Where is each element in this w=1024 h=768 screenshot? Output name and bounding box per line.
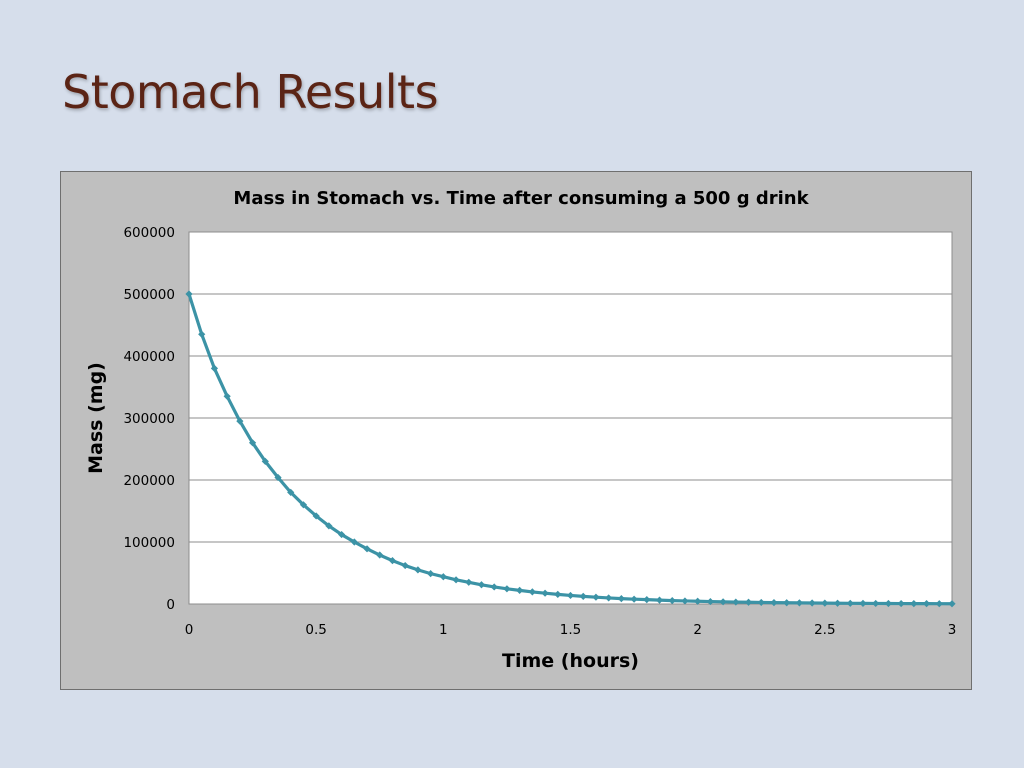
data-point [388, 557, 397, 565]
data-point [376, 551, 384, 559]
data-point [694, 597, 702, 605]
data-point [605, 594, 613, 602]
data-point [528, 588, 536, 596]
data-point [859, 599, 867, 607]
data-point [198, 330, 206, 338]
data-point [274, 473, 282, 482]
data-point [579, 592, 587, 600]
data-point [833, 599, 842, 607]
data-point [808, 599, 816, 607]
data-point [681, 597, 689, 605]
data-point [706, 597, 714, 606]
data-point [821, 599, 829, 607]
data-point [846, 599, 854, 607]
data-point [299, 501, 308, 509]
y-tick-label: 400000 [123, 349, 175, 365]
data-point [884, 599, 893, 608]
data-point [503, 585, 511, 593]
y-tick-label: 0 [166, 597, 175, 613]
data-point [897, 599, 905, 608]
x-tick-label: 3 [948, 622, 957, 638]
data-point [223, 392, 231, 400]
data-point [414, 566, 422, 574]
x-tick-label: 2 [693, 622, 702, 638]
data-point [668, 596, 676, 605]
data-point [795, 599, 803, 607]
x-tick-label: 2.5 [814, 622, 835, 638]
data-point [427, 570, 435, 578]
data-point [757, 598, 765, 607]
data-point [566, 591, 575, 600]
x-tick-label: 1 [439, 622, 448, 638]
y-axis-title: Mass (mg) [85, 362, 107, 474]
data-point [363, 545, 371, 553]
data-point [922, 600, 931, 608]
data-point [452, 576, 460, 584]
data-point [465, 578, 473, 586]
data-point [592, 593, 600, 601]
x-tick-label: 0.5 [305, 622, 326, 638]
data-point [325, 522, 333, 530]
data-point [287, 488, 295, 496]
data-point [516, 586, 524, 594]
data-point [744, 598, 753, 606]
data-point [350, 538, 358, 546]
data-point [783, 599, 791, 607]
data-point [312, 512, 320, 520]
data-point [655, 596, 664, 604]
data-point [541, 589, 549, 597]
y-tick-label: 100000 [123, 535, 175, 551]
x-tick-label: 1.5 [560, 622, 581, 638]
data-point [185, 290, 193, 298]
data-point [401, 561, 409, 570]
data-point [948, 600, 956, 608]
y-tick-label: 300000 [123, 411, 175, 427]
chart-title: Mass in Stomach vs. Time after consuming… [233, 188, 809, 209]
data-point [338, 530, 346, 539]
data-point [910, 600, 918, 608]
data-point [617, 595, 625, 603]
data-point [439, 573, 447, 581]
slide-title: Stomach Results [62, 65, 439, 119]
x-axis-ticks: 0 0.5 1 1.5 2 2.5 3 [185, 622, 957, 638]
data-point [643, 596, 651, 604]
x-tick-label: 0 [185, 622, 194, 638]
data-point [732, 598, 740, 606]
y-axis-ticks: 0 100000 200000 300000 400000 500000 600000 [123, 225, 175, 613]
chart-svg: Mass in Stomach vs. Time after consuming… [85, 188, 957, 672]
y-tick-label: 600000 [123, 225, 175, 241]
data-point [261, 457, 269, 465]
data-point [490, 583, 498, 591]
data-point [770, 599, 778, 607]
data-point [630, 595, 638, 603]
data-point [248, 439, 257, 447]
y-tick-label: 500000 [123, 287, 175, 303]
chart-frame: Mass in Stomach vs. Time after consuming… [60, 171, 972, 690]
x-axis-title: Time (hours) [502, 650, 639, 672]
data-point [554, 590, 562, 598]
grid-lines [189, 293, 952, 543]
data-point [872, 599, 880, 608]
data-point [719, 598, 727, 606]
data-point [477, 581, 486, 589]
y-tick-label: 200000 [123, 473, 175, 489]
data-point [935, 600, 943, 608]
